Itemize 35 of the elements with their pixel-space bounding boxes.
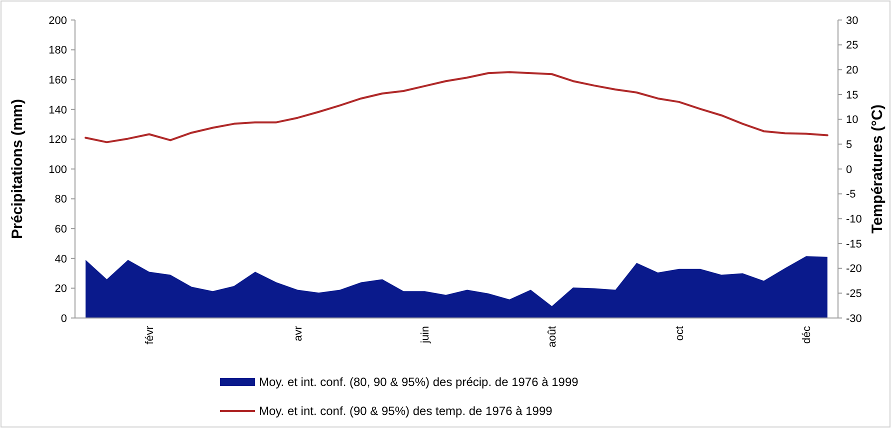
legend-label: Moy. et int. conf. (80, 90 & 95%) des précip. de 1976 à 1999	[259, 375, 579, 390]
y2-tick-label: 20	[846, 64, 858, 77]
y2-tick-label: 30	[846, 14, 858, 27]
x-tick-label: avr	[292, 326, 304, 342]
x-tick-label: août	[546, 326, 559, 348]
y2-tick-label: -20	[846, 263, 862, 276]
y-tick-label: 60	[54, 223, 67, 236]
y-tick-label: 180	[48, 44, 67, 57]
y-tick-label: 40	[54, 253, 67, 266]
x-tick-label: oct	[674, 326, 686, 341]
y2-axis-title: Températures (°C)	[869, 104, 886, 234]
y-axis-title: Précipitations (mm)	[9, 98, 26, 240]
line-series	[84, 71, 828, 144]
y-tick-label: 20	[54, 283, 67, 296]
y2-tick-label: -15	[846, 238, 862, 250]
y-tick-label: 160	[48, 74, 67, 86]
y2-tick-label: -5	[846, 188, 856, 201]
y2-tick-label: -25	[846, 288, 862, 300]
y2-tick-label: 0	[846, 164, 852, 176]
y-tick-label: 0	[60, 312, 67, 325]
x-tick-label: déc	[801, 326, 814, 344]
y-tick-label: 200	[48, 14, 67, 27]
y-tick-label: 80	[54, 194, 67, 206]
y2-tick-label: 10	[846, 114, 858, 126]
y2-tick-label: -10	[846, 214, 862, 226]
legend-label: Moy. et int. conf. (90 & 95%) des temp. de 1976 à 1999	[259, 404, 553, 418]
x-tick-label: juin	[420, 326, 432, 344]
y-tick-label: 140	[48, 104, 67, 116]
y2-tick-label: 15	[846, 89, 858, 102]
y2-tick-label: 5	[846, 139, 852, 152]
x-tick-label: févr	[144, 326, 156, 344]
y2-tick-label: -30	[846, 312, 862, 325]
y-tick-label: 100	[48, 164, 67, 176]
y2-tick-label: 25	[846, 40, 858, 52]
y-tick-label: 120	[48, 134, 67, 146]
